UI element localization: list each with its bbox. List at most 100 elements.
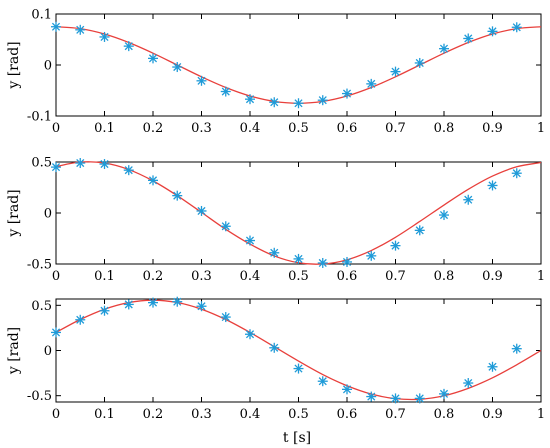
- x-tick-label: 0.8: [434, 269, 455, 284]
- data-marker: [366, 391, 377, 402]
- subplot-1: 0 0.1 0.2 0.3 0.4 0.5 0.6 0.7 0.8 0.9 10.10-0.1y […: [6, 8, 545, 137]
- data-marker: [99, 159, 110, 170]
- data-marker: [99, 305, 110, 316]
- data-marker: [293, 253, 304, 264]
- data-marker: [390, 66, 401, 77]
- x-tick-label: 1: [537, 269, 545, 284]
- x-axis-label: t [s]: [283, 430, 311, 446]
- data-marker: [148, 53, 158, 64]
- reference-curve: [55, 299, 542, 401]
- x-tick-label: 0.9: [482, 407, 503, 422]
- data-marker: [220, 221, 231, 232]
- data-marker: [172, 296, 183, 307]
- data-marker: [245, 94, 255, 105]
- data-marker: [366, 250, 377, 261]
- data-marker: [51, 162, 61, 173]
- data-marker: [342, 88, 352, 99]
- data-marker: [439, 210, 449, 221]
- data-marker: [220, 86, 231, 97]
- data-marker: [123, 165, 134, 176]
- data-marker: [269, 247, 280, 258]
- data-marker: [366, 78, 377, 89]
- data-marker: [293, 98, 304, 109]
- data-marker: [463, 33, 474, 44]
- x-tick-label: 0.7: [385, 269, 406, 284]
- data-marker: [487, 26, 498, 37]
- x-tick-label: 0.7: [385, 407, 406, 422]
- data-marker: [99, 31, 110, 42]
- data-marker: [342, 384, 352, 395]
- y-tick-label: 0.1: [31, 8, 52, 23]
- data-marker: [75, 24, 86, 35]
- y-tick-label: 0: [44, 59, 52, 74]
- x-tick-label: 0.9: [482, 121, 503, 136]
- x-tick-label: 0: [52, 121, 60, 136]
- data-marker: [511, 168, 522, 179]
- x-tick-label: 0.1: [94, 121, 115, 136]
- x-tick-label: 0: [52, 269, 60, 284]
- x-tick-label: 0.5: [288, 407, 309, 422]
- x-tick-label: 0.2: [143, 407, 164, 422]
- subplot-2: 0 0.1 0.2 0.3 0.4 0.5 0.6 0.7 0.8 0.9 10.50-0.5y […: [6, 156, 545, 285]
- data-marker: [148, 297, 158, 308]
- y-tick-label: -0.1: [27, 110, 52, 125]
- x-tick-label: 0.2: [143, 121, 164, 136]
- data-marker: [196, 75, 207, 86]
- y-tick-label: 0.5: [31, 156, 52, 171]
- data-marker: [511, 343, 522, 354]
- data-marker: [317, 95, 328, 106]
- data-marker: [414, 393, 425, 404]
- x-tick-label: 0.1: [94, 407, 115, 422]
- x-tick-label: 0.3: [191, 269, 212, 284]
- data-marker: [439, 43, 449, 54]
- data-marker: [51, 327, 61, 338]
- data-marker: [390, 240, 401, 251]
- x-tick-label: 0.6: [337, 407, 358, 422]
- x-tick-label: 0.8: [434, 121, 455, 136]
- x-tick-label: 0.4: [240, 121, 261, 136]
- data-marker: [123, 41, 134, 52]
- data-marker: [342, 256, 352, 267]
- x-tick-label: 0.3: [191, 407, 212, 422]
- data-marker: [269, 97, 280, 108]
- data-marker: [172, 190, 183, 201]
- y-axis-label: y [rad]: [6, 41, 22, 89]
- data-marker: [245, 235, 255, 246]
- data-marker: [463, 378, 474, 389]
- data-marker: [220, 312, 231, 323]
- data-marker: [390, 393, 401, 404]
- x-tick-label: 0.5: [288, 121, 309, 136]
- x-tick-label: 0.2: [143, 269, 164, 284]
- data-marker: [196, 301, 207, 312]
- x-tick-label: 1: [537, 121, 545, 136]
- data-marker: [414, 57, 425, 68]
- y-axis-label: y [rad]: [6, 189, 22, 237]
- data-marker: [487, 361, 498, 372]
- data-marker: [511, 22, 522, 33]
- data-marker: [51, 21, 61, 32]
- subplot-3: 0 0.1 0.2 0.3 0.4 0.5 0.6 0.7 0.8 0.9 10.50-0.5y […: [6, 296, 545, 422]
- data-marker: [487, 180, 498, 191]
- y-tick-label: 0: [44, 207, 52, 222]
- data-marker: [245, 329, 255, 340]
- x-tick-label: 1: [537, 407, 545, 422]
- data-marker: [269, 342, 280, 353]
- data-marker: [123, 299, 134, 310]
- data-marker: [172, 62, 183, 73]
- data-marker: [463, 194, 474, 205]
- plot-area: [55, 161, 542, 265]
- y-tick-label: -0.5: [27, 258, 52, 273]
- data-marker: [317, 376, 328, 387]
- data-marker: [148, 175, 158, 186]
- y-tick-label: -0.5: [27, 389, 52, 404]
- x-tick-label: 0.7: [385, 121, 406, 136]
- x-tick-label: 0.4: [240, 407, 261, 422]
- data-marker: [293, 363, 304, 374]
- data-marker: [414, 225, 425, 236]
- x-tick-label: 0.6: [337, 121, 358, 136]
- data-marker: [196, 205, 207, 216]
- y-axis-label: y [rad]: [6, 327, 22, 375]
- y-tick-label: 0: [44, 344, 52, 359]
- x-tick-label: 0.5: [288, 269, 309, 284]
- x-tick-label: 0.6: [337, 269, 358, 284]
